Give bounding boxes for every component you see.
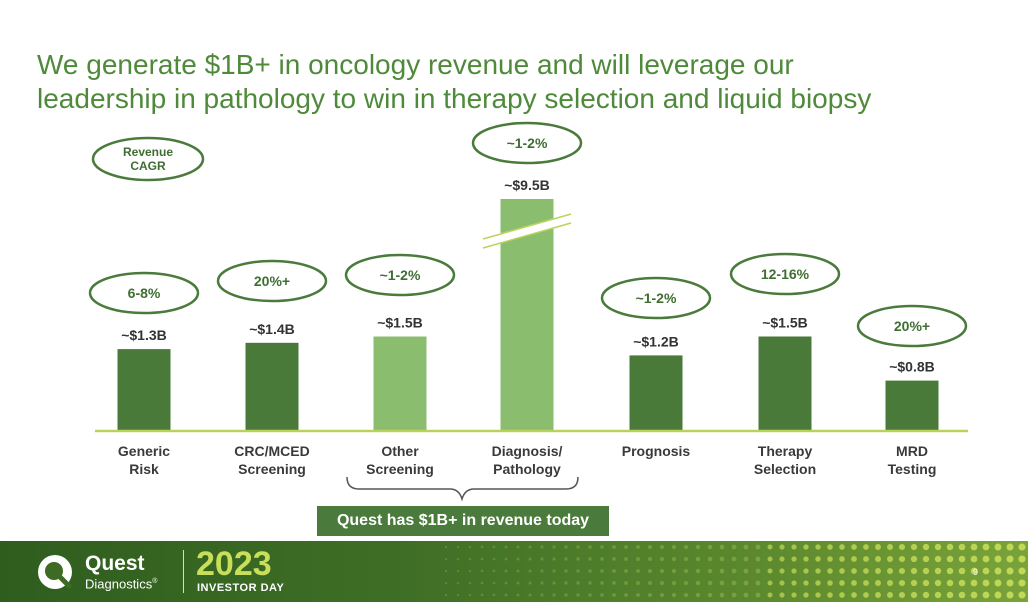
value-label-5: ~$1.5B [762,315,808,331]
cagr-ellipse-2 [344,253,456,297]
oncology-revenue-chart: ~$1.3B 6-8% Generic Risk ~$1.4B 20%+ CRC/MCED S… [88,121,968,502]
value-label-1: ~$1.4B [249,321,295,337]
axis-break-line-upper [482,213,572,240]
brand-subtitle-text: Diagnostics [85,576,153,592]
cagr-label-2: ~1-2% [380,267,421,283]
axis-break-gap [481,213,573,248]
cagr-ellipse-3 [471,121,583,165]
cagr-ellipse-4 [600,276,712,320]
event-name: INVESTOR DAY [197,582,285,594]
category-label-4: Prognosis [622,443,691,459]
event-year: 2023 [196,545,272,583]
value-label-3: ~$9.5B [504,177,550,193]
value-label-6: ~$0.8B [889,359,935,375]
bar-5 [758,336,812,431]
cagr-label-6: 20%+ [894,318,930,334]
category-label-0: Generic Risk [118,443,170,477]
category-label-2: Other Screening [366,443,434,477]
registered-mark: ® [152,578,158,585]
cagr-label-4: ~1-2% [636,290,677,306]
category-label-1: CRC/MCED Screening [234,443,309,477]
cagr-ellipse-6 [856,304,968,348]
category-label-3: Diagnosis/Pathology [492,443,563,477]
value-label-0: ~$1.3B [121,327,167,343]
footer-divider [183,550,184,593]
cagr-label-5: 12-16% [761,266,810,282]
value-label-2: ~$1.5B [377,315,423,331]
brand-subtitle: Diagnostics® [85,574,157,592]
cagr-label-0: 6-8% [128,285,161,301]
brand-wordmark: Quest Diagnostics® [85,552,157,592]
slide-title-line-1: We generate $1B+ in oncology revenue and… [37,49,794,80]
bar-4 [629,355,683,431]
grouping-bracket [346,476,579,502]
bar-0 [117,349,171,431]
cagr-header-ellipse [91,136,205,182]
page-number: 9 [973,567,979,577]
footer-band: Quest Diagnostics® 2023 INVESTOR DAY 9 [0,541,1028,602]
cagr-label-3: ~1-2% [507,135,548,151]
cagr-ellipse-0 [88,271,200,315]
dot-pattern-decoration [444,543,1026,599]
slide-title: We generate $1B+ in oncology revenue and… [37,48,997,116]
cagr-ellipse-5 [729,252,841,296]
axis-break-line-lower [482,222,572,249]
category-label-6: MRD Testing [888,443,937,477]
bar-2 [373,336,427,431]
brand-name: Quest [85,552,145,575]
value-label-4: ~$1.2B [633,333,679,349]
quest-q-logo-icon [38,555,72,589]
cagr-header-label: Revenue CAGR [123,145,173,173]
cagr-label-1: 20%+ [254,273,290,289]
revenue-callout-box: Quest has $1B+ in revenue today [317,506,609,536]
category-label-5: Therapy Selection [754,443,816,477]
bar-1 [245,342,299,431]
bar-6 [885,380,939,431]
cagr-ellipse-1 [216,259,328,303]
slide-title-line-2: leadership in pathology to win in therap… [37,83,872,114]
